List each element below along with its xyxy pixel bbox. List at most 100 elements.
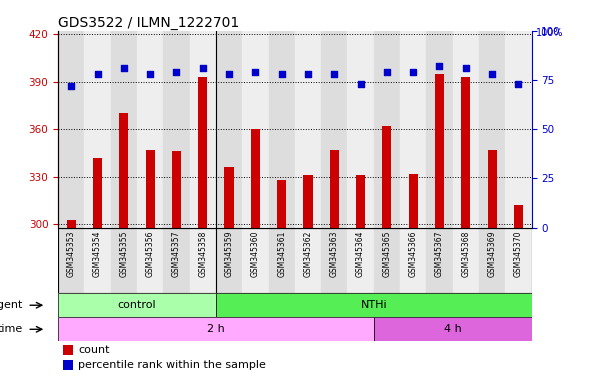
Bar	[321, 228, 348, 293]
Bar	[198, 77, 207, 228]
Bar	[374, 228, 400, 293]
Text: GSM345370: GSM345370	[514, 231, 523, 277]
Bar	[84, 228, 111, 293]
Bar	[505, 228, 532, 293]
Bar	[189, 228, 216, 293]
Bar	[514, 205, 523, 228]
Bar	[348, 228, 374, 293]
Text: GSM345363: GSM345363	[330, 231, 338, 277]
Point	[93, 71, 103, 77]
Bar	[216, 228, 242, 293]
Point	[329, 71, 339, 77]
Bar	[189, 31, 216, 228]
Bar	[426, 31, 453, 228]
Bar	[251, 129, 260, 228]
Bar	[330, 150, 339, 228]
Bar	[137, 228, 163, 293]
Bar	[63, 360, 73, 370]
Text: 2 h: 2 h	[207, 324, 225, 334]
Text: control: control	[118, 300, 156, 310]
Text: GSM345361: GSM345361	[277, 231, 286, 277]
Bar	[58, 293, 216, 317]
Point	[303, 71, 313, 77]
Point	[513, 81, 523, 87]
Bar	[435, 74, 444, 228]
Point	[145, 71, 155, 77]
Text: GSM345362: GSM345362	[304, 231, 312, 277]
Text: agent: agent	[0, 300, 23, 310]
Bar	[479, 31, 505, 228]
Bar	[63, 345, 73, 354]
Point	[172, 69, 181, 75]
Text: GSM345369: GSM345369	[488, 231, 497, 277]
Bar	[356, 175, 365, 228]
Point	[277, 71, 287, 77]
Text: GSM345359: GSM345359	[224, 231, 233, 277]
Bar	[119, 113, 128, 228]
Text: GSM345355: GSM345355	[119, 231, 128, 277]
Bar	[374, 31, 400, 228]
Text: GDS3522 / ILMN_1222701: GDS3522 / ILMN_1222701	[58, 16, 240, 30]
Text: GSM345358: GSM345358	[198, 231, 207, 277]
Bar	[453, 31, 479, 228]
Point	[251, 69, 260, 75]
Bar	[268, 31, 295, 228]
Bar	[172, 151, 181, 228]
Bar	[58, 317, 374, 341]
Point	[461, 65, 470, 71]
Bar	[348, 31, 374, 228]
Point	[487, 71, 497, 77]
Bar	[224, 167, 233, 228]
Bar	[426, 228, 453, 293]
Bar	[400, 228, 426, 293]
Bar	[488, 150, 497, 228]
Text: GSM345360: GSM345360	[251, 231, 260, 277]
Bar	[242, 228, 268, 293]
Bar	[216, 293, 532, 317]
Text: GSM345356: GSM345356	[145, 231, 155, 277]
Bar	[321, 31, 348, 228]
Bar	[93, 158, 102, 228]
Text: time: time	[0, 324, 23, 334]
Text: GSM345357: GSM345357	[172, 231, 181, 277]
Point	[408, 69, 418, 75]
Bar	[400, 31, 426, 228]
Text: 100%: 100%	[536, 28, 563, 38]
Bar	[58, 31, 84, 228]
Text: 4 h: 4 h	[444, 324, 461, 334]
Text: GSM345354: GSM345354	[93, 231, 102, 277]
Bar	[409, 174, 418, 228]
Text: GSM345366: GSM345366	[409, 231, 418, 277]
Bar	[295, 31, 321, 228]
Bar	[277, 180, 287, 228]
Point	[198, 65, 208, 71]
Bar	[374, 317, 532, 341]
Bar	[453, 228, 479, 293]
Bar	[479, 228, 505, 293]
Bar	[137, 31, 163, 228]
Text: GSM345368: GSM345368	[461, 231, 470, 277]
Bar	[303, 175, 313, 228]
Text: GSM345353: GSM345353	[67, 231, 76, 277]
Bar	[84, 31, 111, 228]
Text: GSM345364: GSM345364	[356, 231, 365, 277]
Bar	[58, 228, 84, 293]
Text: GSM345365: GSM345365	[382, 231, 392, 277]
Point	[224, 71, 234, 77]
Bar	[145, 150, 155, 228]
Point	[356, 81, 365, 87]
Bar	[242, 31, 268, 228]
Point	[434, 63, 444, 69]
Text: NTHi: NTHi	[360, 300, 387, 310]
Text: percentile rank within the sample: percentile rank within the sample	[78, 360, 266, 370]
Bar	[268, 228, 295, 293]
Bar	[111, 31, 137, 228]
Bar	[111, 228, 137, 293]
Bar	[67, 220, 76, 228]
Text: count: count	[78, 345, 109, 355]
Text: GSM345367: GSM345367	[435, 231, 444, 277]
Point	[382, 69, 392, 75]
Point	[119, 65, 129, 71]
Bar	[382, 126, 392, 228]
Bar	[295, 228, 321, 293]
